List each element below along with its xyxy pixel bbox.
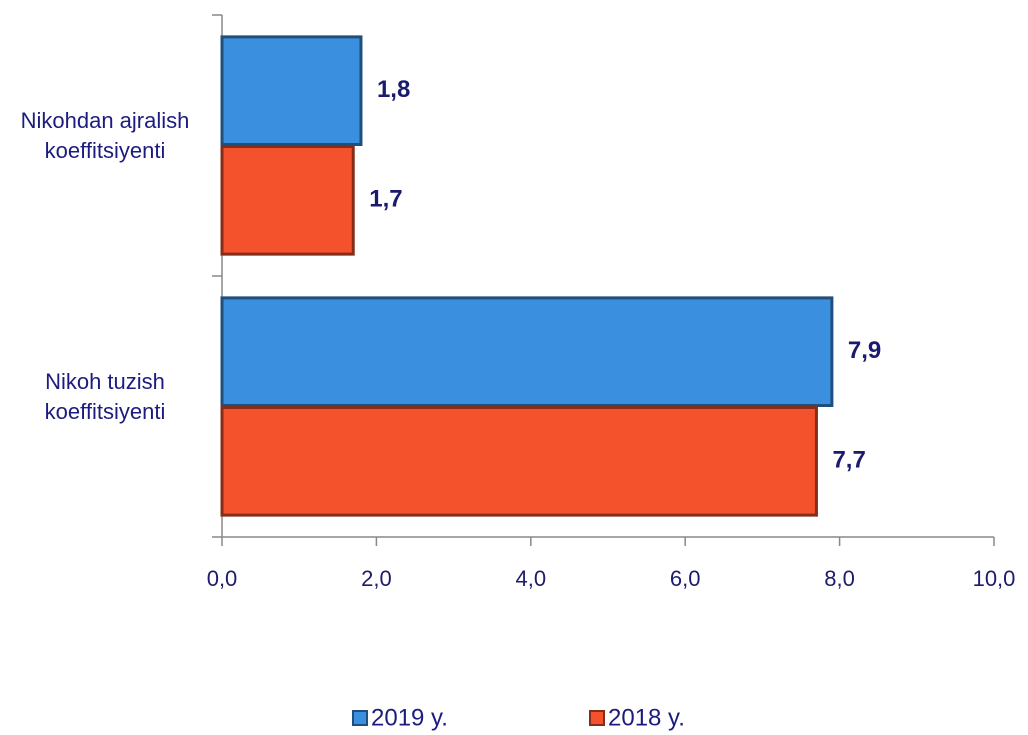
legend-swatch: [589, 710, 605, 726]
category-label: Nikoh tuzish koeffitsiyenti: [44, 368, 166, 424]
x-tick-label: 2,0: [361, 566, 392, 591]
data-label: 7,9: [848, 337, 881, 364]
x-tick-label: 0,0: [207, 566, 238, 591]
bar: [220, 296, 834, 408]
data-label: 1,8: [377, 76, 410, 103]
x-tick-label: 6,0: [670, 566, 701, 591]
x-tick-label: 4,0: [516, 566, 547, 591]
bar: [220, 145, 355, 256]
legend-label: 2018 y.: [608, 704, 685, 731]
data-label: 7,7: [832, 447, 865, 474]
x-tick-label: 8,0: [824, 566, 855, 591]
legend-swatch: [352, 710, 368, 726]
x-tick-label: 10,0: [973, 566, 1016, 591]
legend-label: 2019 y.: [371, 704, 448, 731]
bar: [220, 406, 818, 517]
data-label: 1,7: [369, 186, 402, 213]
category-label: Nikohdan ajralish koeffitsiyenti: [20, 107, 190, 163]
bar: [220, 35, 363, 147]
